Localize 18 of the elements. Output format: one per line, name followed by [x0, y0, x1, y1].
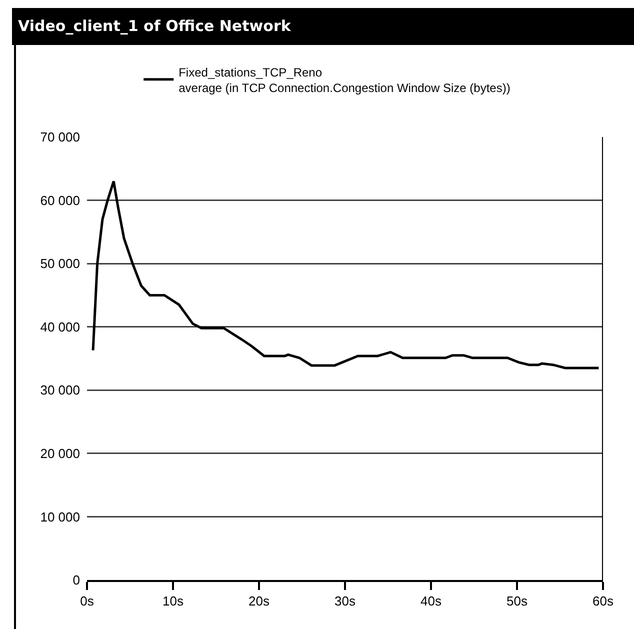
line-series: [92, 180, 600, 370]
x-tick-label: 50s: [506, 594, 528, 609]
chart-title: Video_client_1 of Office Network: [12, 8, 634, 45]
x-tick-label: 40s: [420, 594, 442, 609]
y-tick-label: 10 000: [40, 509, 80, 524]
y-tick-label: 70 000: [40, 130, 80, 145]
y-tick-label: 60 000: [40, 192, 80, 208]
y-tick-label: 30 000: [40, 382, 80, 398]
x-tick-label: 0s: [80, 594, 94, 609]
x-tick-label: 30s: [334, 594, 356, 609]
y-tick-label: 20 000: [40, 446, 80, 461]
y-tick-label: 40 000: [40, 319, 80, 334]
y-tick-label: 50 000: [40, 256, 80, 272]
y-tick-label: 0: [72, 572, 80, 588]
x-tick-label: 60s: [592, 594, 614, 609]
x-tick-label: 20s: [248, 594, 270, 609]
legend-label: Fixed_stations_TCP_Reno average (in TCP Connection.Congestion Window Size (bytes)): [178, 65, 510, 95]
x-tick-label: 10s: [162, 594, 184, 609]
